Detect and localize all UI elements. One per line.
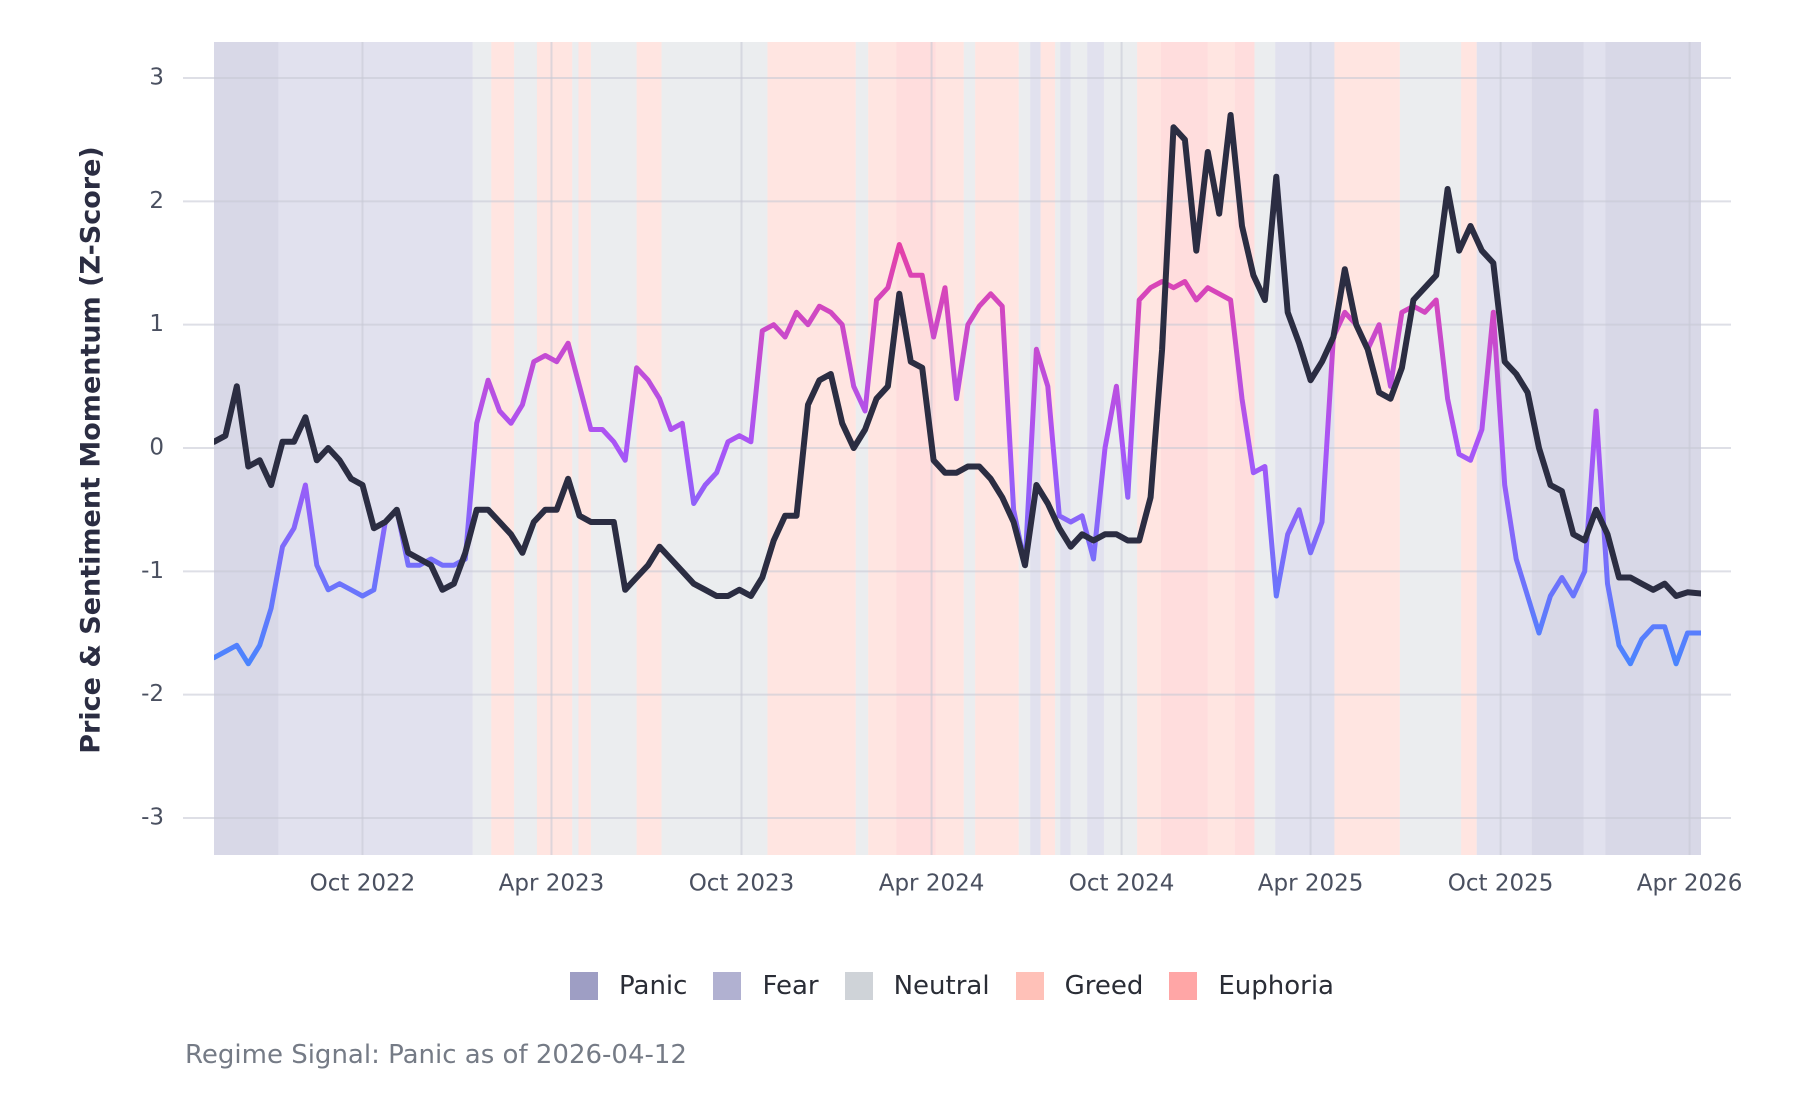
y-tick-label: 1 (149, 311, 164, 337)
x-tick-label: Apr 2023 (499, 871, 605, 897)
y-axis-ticks: 3 2 1 0 -1 -2 -3 (141, 65, 164, 831)
y-tick-label: 3 (149, 65, 164, 91)
x-tick-label: Oct 2025 (1448, 871, 1554, 897)
legend: Panic Fear Neutral Greed Euphoria (570, 964, 1360, 1008)
x-tick-label: Apr 2026 (1637, 871, 1743, 897)
x-tick-label: Oct 2024 (1069, 871, 1175, 897)
x-tick-label: Oct 2022 (310, 871, 416, 897)
legend-label: Euphoria (1218, 971, 1334, 1001)
legend-label: Fear (762, 971, 819, 1001)
legend-label: Greed (1064, 971, 1144, 1001)
x-tick-label: Oct 2023 (689, 871, 795, 897)
y-tick-label: -2 (141, 681, 164, 707)
y-axis-label: Price & Sentiment Momentum (Z-Score) (76, 146, 107, 754)
legend-label: Neutral (893, 971, 990, 1001)
legend-item-neutral[interactable]: Neutral (844, 971, 990, 1001)
y-tick-label: -1 (141, 558, 164, 584)
legend-item-fear[interactable]: Fear (713, 971, 819, 1001)
regime-signal-caption: Regime Signal: Panic as of 2026-04-12 (185, 1040, 687, 1070)
legend-swatch-panic (570, 972, 598, 1000)
x-tick-label: Apr 2024 (879, 871, 985, 897)
legend-item-panic[interactable]: Panic (570, 971, 687, 1001)
legend-swatch-neutral (844, 972, 873, 1000)
y-tick-label: -3 (141, 805, 164, 831)
legend-label: Panic (619, 971, 688, 1001)
y-tick-label: 0 (149, 435, 164, 461)
y-tick-label: 2 (149, 188, 164, 214)
x-tick-label: Apr 2025 (1258, 871, 1364, 897)
legend-item-euphoria[interactable]: Euphoria (1169, 971, 1334, 1001)
legend-item-greed[interactable]: Greed (1015, 971, 1144, 1001)
legend-swatch-euphoria (1169, 972, 1198, 1000)
legend-swatch-greed (1015, 972, 1044, 1000)
x-axis-ticks: Oct 2022 Apr 2023 Oct 2023 Apr 2024 Oct 2024… (310, 871, 1743, 897)
legend-swatch-fear (713, 972, 742, 1000)
price-series-line (214, 112, 1701, 599)
